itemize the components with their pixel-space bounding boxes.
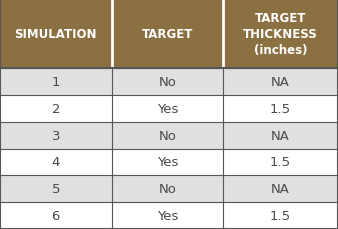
Text: NA: NA	[271, 76, 290, 89]
Bar	[112, 69, 223, 95]
Bar	[223, 176, 338, 202]
Text: Yes: Yes	[156, 209, 178, 222]
Bar	[223, 202, 338, 229]
Bar	[223, 122, 338, 149]
Text: TARGET: TARGET	[142, 28, 193, 41]
Text: Yes: Yes	[156, 102, 178, 115]
Text: SIMULATION: SIMULATION	[15, 28, 97, 41]
Text: 5: 5	[51, 183, 60, 195]
Text: 1: 1	[51, 76, 60, 89]
Bar	[0, 149, 112, 176]
Text: No: No	[159, 129, 176, 142]
Bar	[112, 0, 223, 69]
Text: No: No	[159, 183, 176, 195]
Bar	[112, 202, 223, 229]
Text: 1.5: 1.5	[270, 209, 291, 222]
Text: 1.5: 1.5	[270, 102, 291, 115]
Bar	[0, 69, 112, 95]
Text: 3: 3	[51, 129, 60, 142]
Bar	[223, 0, 338, 69]
Text: TARGET
THICKNESS
(inches): TARGET THICKNESS (inches)	[243, 12, 318, 57]
Bar	[0, 95, 112, 122]
Text: NA: NA	[271, 183, 290, 195]
Text: Yes: Yes	[156, 156, 178, 169]
Bar	[223, 149, 338, 176]
Bar	[0, 202, 112, 229]
Text: NA: NA	[271, 129, 290, 142]
Bar	[223, 69, 338, 95]
Bar	[112, 122, 223, 149]
Bar	[0, 122, 112, 149]
Bar	[0, 176, 112, 202]
Bar	[112, 149, 223, 176]
Bar	[223, 95, 338, 122]
Bar	[0, 0, 112, 69]
Bar	[112, 176, 223, 202]
Text: 1.5: 1.5	[270, 156, 291, 169]
Text: 2: 2	[51, 102, 60, 115]
Text: 4: 4	[52, 156, 60, 169]
Text: 6: 6	[52, 209, 60, 222]
Text: No: No	[159, 76, 176, 89]
Bar	[112, 95, 223, 122]
